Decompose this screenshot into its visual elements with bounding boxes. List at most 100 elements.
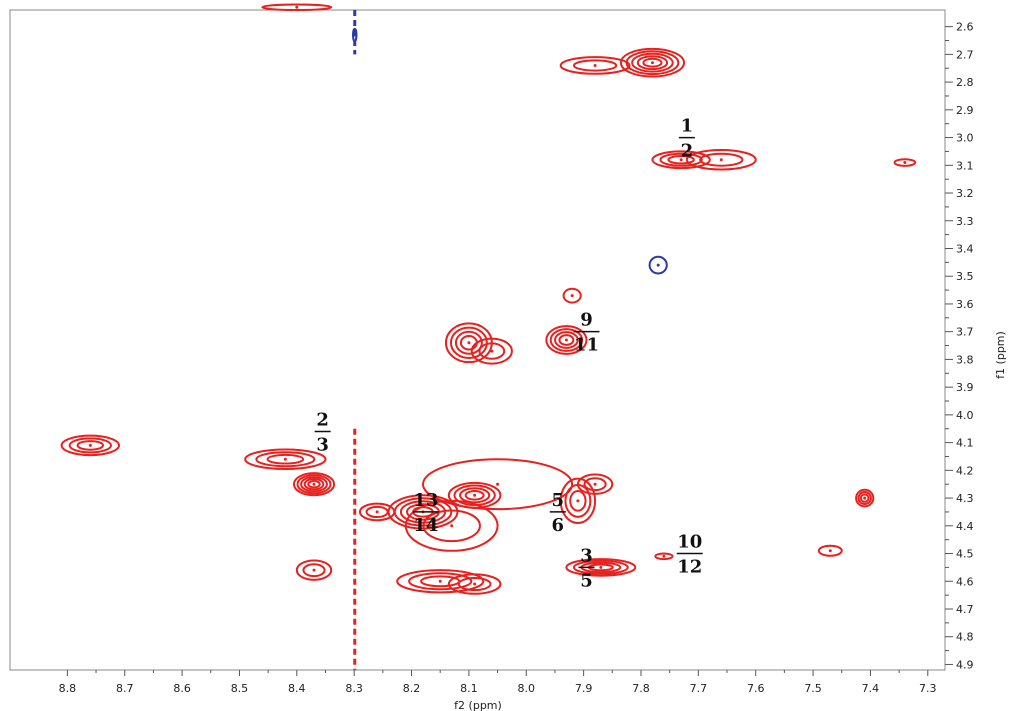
positive-peak-22-level-1: [302, 563, 326, 578]
y-tick-label-14: 4.0: [956, 409, 974, 422]
positive-peak-14-center: [450, 524, 454, 528]
positive-peak-11: [292, 472, 336, 497]
y-tick-label-11: 3.7: [956, 326, 974, 339]
peak-label-2-bottom: 3: [316, 435, 329, 456]
positive-peak-22: [295, 559, 333, 581]
positive-peak-0-level-4: [642, 57, 663, 68]
positive-peak-17: [559, 477, 597, 525]
y-tick-label-0: 2.6: [956, 21, 974, 34]
positive-peak-3: [685, 149, 757, 171]
positive-peak-15: [422, 458, 574, 511]
positive-peak-14: [404, 499, 499, 552]
y-tick-label-23: 4.9: [956, 658, 974, 671]
positive-peak-3-level-1: [699, 152, 744, 167]
x-tick-label-12: 7.6: [747, 682, 765, 695]
positive-peak-16: [358, 502, 396, 522]
positive-peak-19-level-0: [396, 569, 485, 594]
positive-peak-25: [654, 552, 674, 561]
y-tick-label-1: 2.7: [956, 48, 974, 61]
y-axis-title: f1 (ppm): [994, 331, 1007, 379]
negative-peak-1-center: [353, 33, 357, 37]
x-tick-label-13: 7.5: [804, 682, 822, 695]
peak-label-4: 56: [549, 490, 566, 536]
positive-peak-21-level-1: [572, 559, 629, 575]
positive-peak-11-level-4: [307, 480, 321, 489]
y-tick-label-15: 4.1: [956, 437, 974, 450]
x-axis: 8.8 8.7 8.6 8.5 8.4 8.3 8.2 8.1 8.0 7.9 7.8 7.7 7.6 7…: [59, 670, 937, 695]
positive-peak-11-level-0: [292, 472, 336, 497]
peak-label-0-bottom: 2: [681, 141, 694, 162]
peak-label-2: 23: [314, 410, 331, 456]
positive-peak-20: [447, 573, 502, 595]
peak-label-0-top: 1: [681, 116, 694, 137]
x-tick-label-4: 8.4: [288, 682, 306, 695]
x-tick-label-10: 7.8: [632, 682, 650, 695]
positive-peak-5-level-0: [562, 287, 582, 304]
positive-peak-14-level-0: [404, 499, 499, 552]
positive-peak-10-level-2: [266, 453, 305, 465]
positive-peak-24: [817, 544, 843, 557]
peak-label-6-bottom: 5: [580, 570, 593, 591]
positive-peak-23-level-1: [857, 491, 872, 506]
positive-peak-10-level-1: [255, 451, 316, 468]
positive-peak-1-center: [593, 63, 597, 67]
negative-peak-0-center: [656, 263, 660, 267]
positive-peak-26: [261, 3, 333, 11]
x-tick-label-7: 8.1: [460, 682, 478, 695]
positive-peak-8-level-0: [545, 325, 588, 355]
peak-label-3-bottom: 14: [413, 515, 438, 536]
positive-peak-0: [619, 47, 686, 78]
positive-peak-13-center: [473, 493, 477, 497]
positive-peak-1: [559, 56, 631, 75]
positive-peak-9-center: [88, 443, 92, 447]
positive-peak-24-level-0: [817, 544, 843, 557]
positive-peak-26-level-0: [261, 3, 333, 11]
negative-peak-0: [648, 255, 668, 275]
y-tick-label-18: 4.4: [956, 520, 974, 533]
y-tick-label-10: 3.6: [956, 298, 974, 311]
y-tick-label-9: 3.5: [956, 270, 974, 283]
positive-peak-26-center: [295, 5, 299, 9]
negative-peak-1: [352, 27, 358, 43]
negative-peak-0-level-0: [648, 255, 668, 275]
positive-peak-11-center: [312, 482, 316, 486]
positive-peak-6-center: [467, 341, 471, 345]
positive-peak-11-level-2: [300, 476, 328, 493]
positive-peak-2-center: [679, 158, 683, 162]
positive-peak-16-level-0: [358, 502, 396, 522]
positive-peak-10-level-0: [244, 448, 327, 470]
peak-label-0: 12: [678, 116, 695, 162]
positive-peak-20-center: [473, 582, 477, 586]
positive-peak-18-level-1: [583, 477, 607, 492]
x-tick-label-1: 8.7: [116, 682, 134, 695]
x-tick-label-14: 7.4: [862, 682, 880, 695]
positive-peak-20-level-0: [447, 573, 502, 595]
positive-peak-23-level-2: [859, 493, 870, 503]
positive-peak-21-level-0: [565, 558, 637, 577]
positive-peak-8: [545, 325, 588, 355]
positive-peak-1-level-1: [572, 59, 618, 72]
peak-label-6: 35: [578, 545, 595, 591]
positive-peak-24-center: [828, 549, 832, 553]
positive-peak-3-level-0: [685, 149, 757, 171]
positive-peak-17-center: [576, 499, 580, 503]
y-tick-label-19: 4.5: [956, 548, 974, 561]
positive-peak-3-center: [719, 158, 723, 162]
positive-peak-18-center: [593, 482, 597, 486]
y-tick-label-3: 2.9: [956, 104, 974, 117]
positive-peak-18-level-0: [576, 473, 614, 495]
y-tick-label-8: 3.4: [956, 242, 974, 255]
positive-peak-8-level-2: [554, 331, 579, 349]
positive-peak-14-level-1: [422, 509, 481, 543]
negative-peak-1-level-0: [352, 27, 358, 43]
peak-label-4-bottom: 6: [552, 515, 565, 536]
peak-label-4-top: 5: [552, 490, 565, 511]
peak-label-5-top: 10: [677, 532, 702, 553]
positive-peak-5-center: [570, 294, 574, 298]
positive-peak-0-center: [650, 61, 654, 65]
positive-peak-2-level-0: [651, 150, 711, 170]
positive-peak-11-level-3: [303, 478, 325, 491]
positive-peak-19-center: [438, 579, 442, 583]
